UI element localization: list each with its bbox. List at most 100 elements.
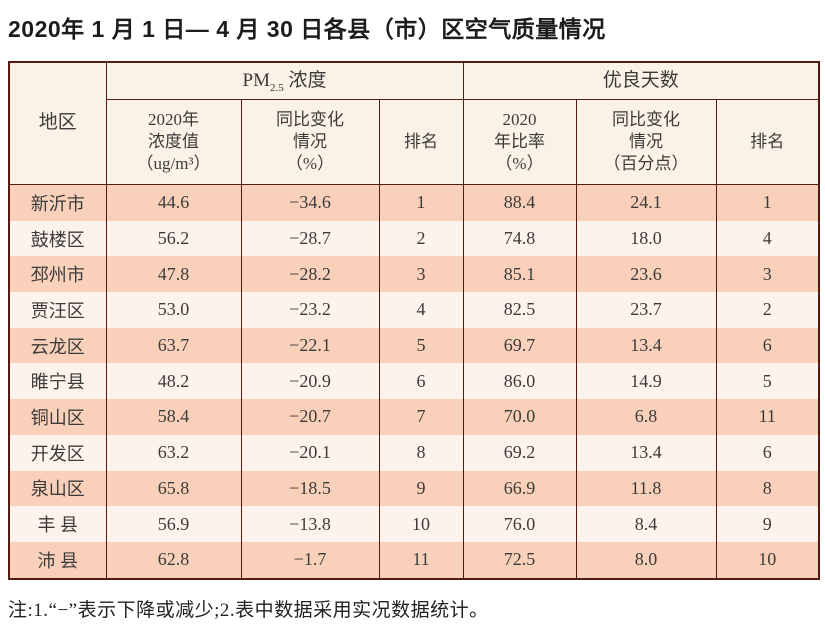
cell-pm-rank: 3 <box>378 256 464 293</box>
cell-pm-change: −20.9 <box>240 363 380 400</box>
cell-good-ratio: 69.2 <box>462 434 577 471</box>
table-row: 丰 县 56.9 −13.8 10 76.0 8.4 9 <box>8 506 820 542</box>
cell-good-change: 24.1 <box>575 184 717 221</box>
cell-good-rank: 11 <box>715 399 820 435</box>
cell-good-rank: 5 <box>715 363 820 400</box>
col-header-good-rank: 排名 <box>715 99 820 185</box>
cell-good-rank: 2 <box>715 292 820 328</box>
cell-pm-change: −20.1 <box>240 434 380 471</box>
cell-good-ratio: 70.0 <box>462 399 577 435</box>
air-quality-table: 地区 PM2.5 浓度 优良天数 2020年 浓度值 （ug/m³） 同比变化 … <box>8 61 821 580</box>
col-group-good-days: 优良天数 <box>462 62 820 100</box>
page-title: 2020年 1 月 1 日— 4 月 30 日各县（市）区空气质量情况 <box>8 16 606 42</box>
cell-pm-change: −20.7 <box>240 399 380 435</box>
table-header: 地区 PM2.5 浓度 优良天数 2020年 浓度值 （ug/m³） 同比变化 … <box>8 62 820 185</box>
cell-pm-value: 63.2 <box>105 434 242 471</box>
cell-pm-rank: 8 <box>378 434 464 471</box>
cell-good-ratio: 85.1 <box>462 256 577 293</box>
cell-pm-change: −22.1 <box>240 327 380 364</box>
cell-pm-rank: 7 <box>378 399 464 435</box>
cell-pm-change: −34.6 <box>240 184 380 221</box>
pm25-label-prefix: PM <box>242 69 270 91</box>
table-row: 贾汪区 53.0 −23.2 4 82.5 23.7 2 <box>8 292 820 328</box>
cell-pm-change: −28.7 <box>240 220 380 257</box>
table-row: 云龙区 63.7 −22.1 5 69.7 13.4 6 <box>8 327 820 364</box>
table-row: 泉山区 65.8 −18.5 9 66.9 11.8 8 <box>8 470 820 507</box>
cell-good-ratio: 69.7 <box>462 327 577 364</box>
col-header-region: 地区 <box>8 62 107 185</box>
table-row: 沛 县 62.8 −1.7 11 72.5 8.0 10 <box>8 541 820 579</box>
table-row: 邳州市 47.8 −28.2 3 85.1 23.6 3 <box>8 256 820 293</box>
cell-good-ratio: 88.4 <box>462 184 577 221</box>
cell-region: 贾汪区 <box>8 292 107 328</box>
cell-region: 丰 县 <box>8 506 107 542</box>
cell-pm-rank: 9 <box>378 470 464 507</box>
col-header-good-change: 同比变化 情况 （百分点） <box>575 99 717 185</box>
report-page: 2020年 1 月 1 日— 4 月 30 日各县（市）区空气质量情况 地区 P… <box>0 10 825 630</box>
cell-pm-rank: 4 <box>378 292 464 328</box>
cell-good-rank: 6 <box>715 434 820 471</box>
cell-pm-value: 44.6 <box>105 184 242 221</box>
cell-pm-change: −28.2 <box>240 256 380 293</box>
cell-good-change: 18.0 <box>575 220 717 257</box>
cell-good-change: 14.9 <box>575 363 717 400</box>
cell-good-change: 8.0 <box>575 541 717 579</box>
cell-pm-rank: 1 <box>378 184 464 221</box>
cell-pm-value: 47.8 <box>105 256 242 293</box>
cell-good-rank: 8 <box>715 470 820 507</box>
cell-region: 邳州市 <box>8 256 107 293</box>
cell-pm-value: 48.2 <box>105 363 242 400</box>
cell-region: 沛 县 <box>8 541 107 579</box>
cell-region: 云龙区 <box>8 327 107 364</box>
table-body: 新沂市 44.6 −34.6 1 88.4 24.1 1 鼓楼区 56.2 −2… <box>8 184 820 579</box>
cell-region: 新沂市 <box>8 184 107 221</box>
cell-pm-rank: 5 <box>378 327 464 364</box>
cell-pm-change: −23.2 <box>240 292 380 328</box>
cell-region: 鼓楼区 <box>8 220 107 257</box>
col-header-pm-rank: 排名 <box>378 99 464 185</box>
cell-good-rank: 1 <box>715 184 820 221</box>
header-group-row: 地区 PM2.5 浓度 优良天数 <box>8 62 820 185</box>
cell-good-change: 13.4 <box>575 327 717 364</box>
cell-region: 开发区 <box>8 434 107 471</box>
cell-good-change: 13.4 <box>575 434 717 471</box>
cell-pm-change: −13.8 <box>240 506 380 542</box>
cell-pm-rank: 11 <box>378 541 464 579</box>
cell-good-rank: 6 <box>715 327 820 364</box>
col-header-pm-value: 2020年 浓度值 （ug/m³） <box>105 99 242 185</box>
cell-good-ratio: 76.0 <box>462 506 577 542</box>
col-group-pm25: PM2.5 浓度 <box>105 62 464 100</box>
cell-region: 泉山区 <box>8 470 107 507</box>
cell-region: 铜山区 <box>8 399 107 435</box>
cell-region: 睢宁县 <box>8 363 107 400</box>
footnote: 注:1.“−”表示下降或减少;2.表中数据采用实况数据统计。 <box>8 599 489 621</box>
cell-pm-value: 53.0 <box>105 292 242 328</box>
cell-good-ratio: 74.8 <box>462 220 577 257</box>
cell-good-rank: 9 <box>715 506 820 542</box>
table-row: 新沂市 44.6 −34.6 1 88.4 24.1 1 <box>8 184 820 221</box>
table-row: 鼓楼区 56.2 −28.7 2 74.8 18.0 4 <box>8 220 820 257</box>
cell-pm-value: 65.8 <box>105 470 242 507</box>
cell-pm-value: 58.4 <box>105 399 242 435</box>
cell-pm-change: −18.5 <box>240 470 380 507</box>
cell-good-change: 11.8 <box>575 470 717 507</box>
cell-good-ratio: 82.5 <box>462 292 577 328</box>
cell-pm-rank: 6 <box>378 363 464 400</box>
cell-pm-rank: 10 <box>378 506 464 542</box>
cell-good-rank: 4 <box>715 220 820 257</box>
table-row: 铜山区 58.4 −20.7 7 70.0 6.8 11 <box>8 399 820 435</box>
header-sub-row: 2020年 浓度值 （ug/m³） 同比变化 情况 （%） 排名 2020 年比… <box>9 99 820 185</box>
cell-good-change: 6.8 <box>575 399 717 435</box>
cell-good-change: 23.7 <box>575 292 717 328</box>
cell-good-change: 23.6 <box>575 256 717 293</box>
table-row: 睢宁县 48.2 −20.9 6 86.0 14.9 5 <box>8 363 820 400</box>
pm25-label-suffix: 浓度 <box>283 69 327 91</box>
cell-pm-value: 62.8 <box>105 541 242 579</box>
cell-good-rank: 3 <box>715 256 820 293</box>
pm25-label-subscript: 2.5 <box>269 81 284 94</box>
cell-pm-value: 56.9 <box>105 506 242 542</box>
cell-good-rank: 10 <box>715 541 820 579</box>
col-header-good-ratio: 2020 年比率 （%） <box>462 99 577 185</box>
col-header-pm-change: 同比变化 情况 （%） <box>240 99 380 185</box>
cell-pm-value: 63.7 <box>105 327 242 364</box>
